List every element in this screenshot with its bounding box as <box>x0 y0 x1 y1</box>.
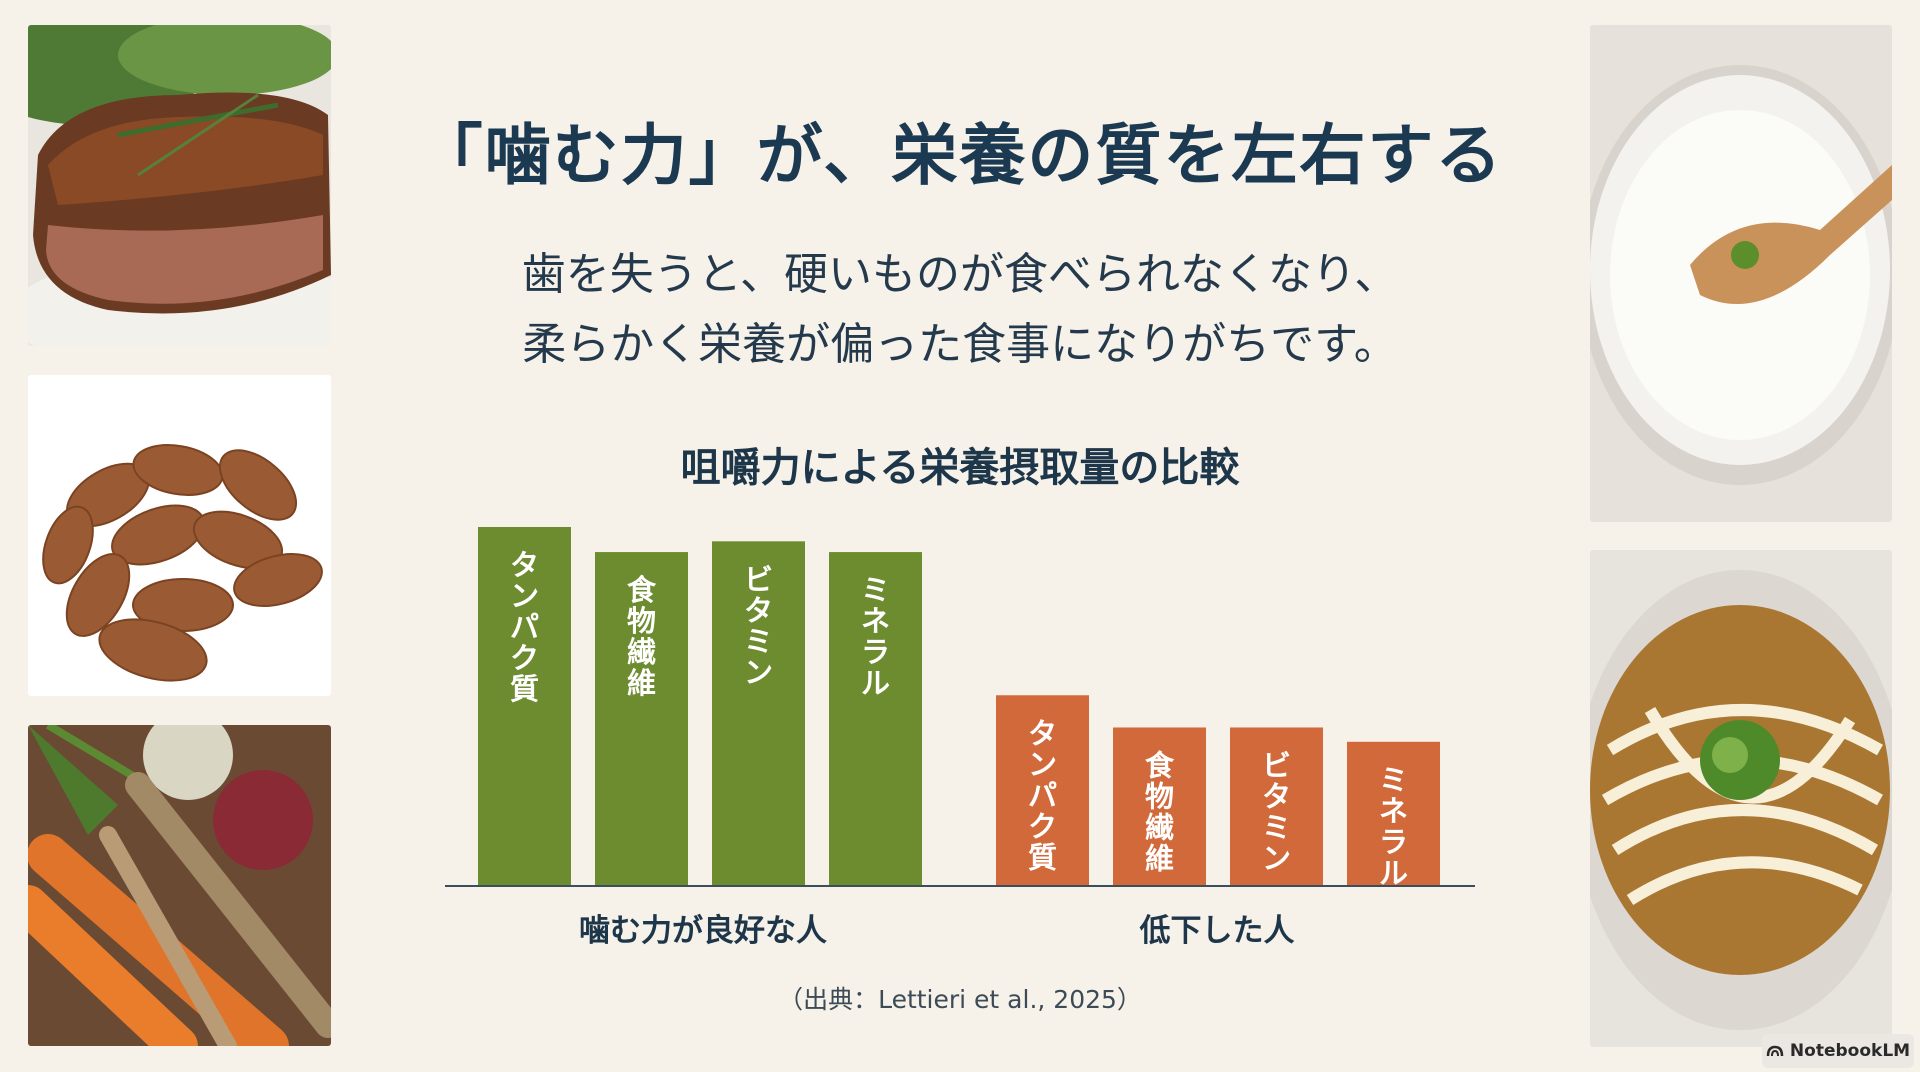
vegetables-photo <box>28 725 331 1046</box>
group-label-good: 噛む力が良好な人 <box>579 913 827 949</box>
almond-photo <box>28 375 331 696</box>
chart-bar <box>712 541 805 885</box>
steak-photo <box>28 25 331 346</box>
slide-title: 「噛む力」が、栄養の質を左右する <box>416 117 1504 194</box>
bar-label: タンパク質 <box>510 548 539 706</box>
chart-bar <box>829 552 922 885</box>
chart-title: 咀嚼力による栄養摂取量の比較 <box>680 445 1240 491</box>
bar-label: ビタミン <box>1262 748 1291 875</box>
watermark-text: NotebookLM <box>1789 1041 1911 1061</box>
bar-label: ミネラル <box>861 573 890 700</box>
chart-bar <box>595 552 688 885</box>
chart-bar <box>1113 727 1206 885</box>
group-label-low: 低下した人 <box>1139 913 1295 949</box>
notebooklm-badge: NotebookLM <box>1762 1034 1914 1068</box>
chart-bar <box>996 695 1089 885</box>
body-line: 歯を失うと、硬いものが食べられなくなり、 <box>521 249 1399 300</box>
rice-porridge-photo <box>1590 25 1892 522</box>
chart-bar <box>478 527 571 885</box>
source-citation: （出典：Lettieri et al., 2025） <box>778 985 1142 1014</box>
bar-label: ビタミン <box>744 562 773 689</box>
body-line: 柔らかく栄養が偏った食事になりがちです。 <box>522 319 1398 370</box>
bar-label: タンパク質 <box>1028 716 1057 874</box>
chart-bar <box>1230 727 1323 885</box>
bar-label: ミネラル <box>1379 763 1408 890</box>
notebooklm-icon <box>1766 1045 1784 1057</box>
udon-photo <box>1590 550 1892 1047</box>
slide-body: 歯を失うと、硬いものが食べられなくなり、 柔らかく栄養が偏った食事になりがちです… <box>440 240 1480 380</box>
bar-label: 食物繊維 <box>1145 748 1175 875</box>
chart-bar <box>1347 741 1440 885</box>
bar-label: 食物繊維 <box>627 573 657 700</box>
